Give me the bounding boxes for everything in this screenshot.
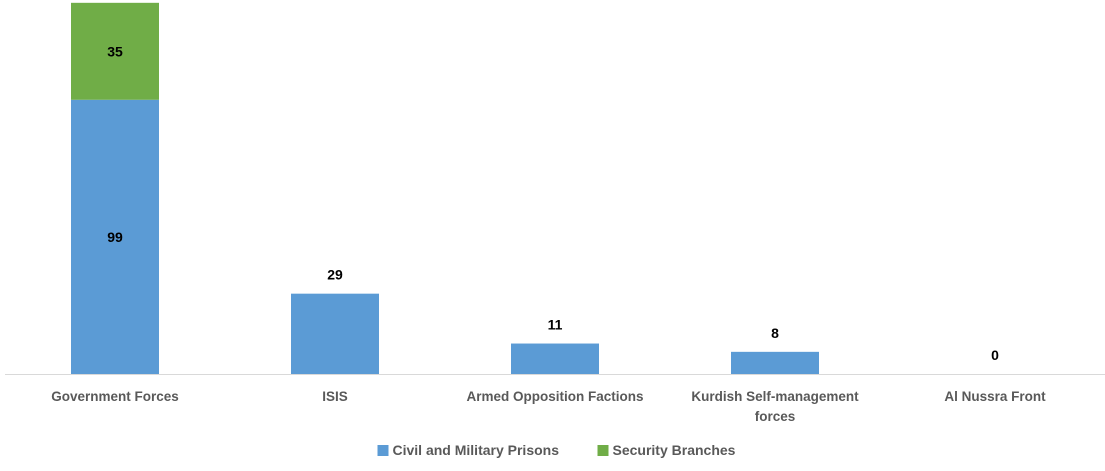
bar-prisons-1 [291, 293, 379, 374]
bar-prisons-3 [731, 351, 819, 374]
bar-security-0 [71, 2, 159, 100]
x-tick-labels: Government Forces ISIS Armed Opposition Fa… [51, 389, 1046, 424]
legend-label-prisons: Civil and Military Prisons [393, 442, 560, 458]
bar-prisons-2 [511, 343, 599, 374]
x-tick-label-2: Armed Opposition Factions [466, 389, 643, 404]
legend-swatch-prisons [377, 445, 389, 456]
data-label-prisons-2: 11 [548, 317, 563, 333]
bar-prisons-0 [71, 99, 159, 375]
x-tick-label-4: Al Nussra Front [944, 389, 1046, 404]
data-label-security-0: 35 [107, 43, 123, 59]
legend-swatch-security [597, 445, 609, 456]
data-labels-layer: 99 35 29 11 8 0 [107, 43, 999, 363]
x-tick-label-3: Kurdish Self-management [691, 389, 859, 404]
x-tick-label-3-line2: forces [755, 409, 796, 424]
data-label-prisons-4: 0 [991, 347, 999, 363]
data-label-prisons-1: 29 [327, 267, 343, 283]
x-tick-label-1: ISIS [322, 389, 348, 404]
x-tick-label-0: Government Forces [51, 389, 179, 404]
legend-label-security: Security Branches [613, 442, 736, 458]
data-label-prisons-3: 8 [771, 325, 779, 341]
bars-layer [71, 2, 819, 375]
legend: Civil and Military Prisons Security Branc… [377, 442, 736, 458]
data-label-prisons-0: 99 [107, 229, 123, 245]
